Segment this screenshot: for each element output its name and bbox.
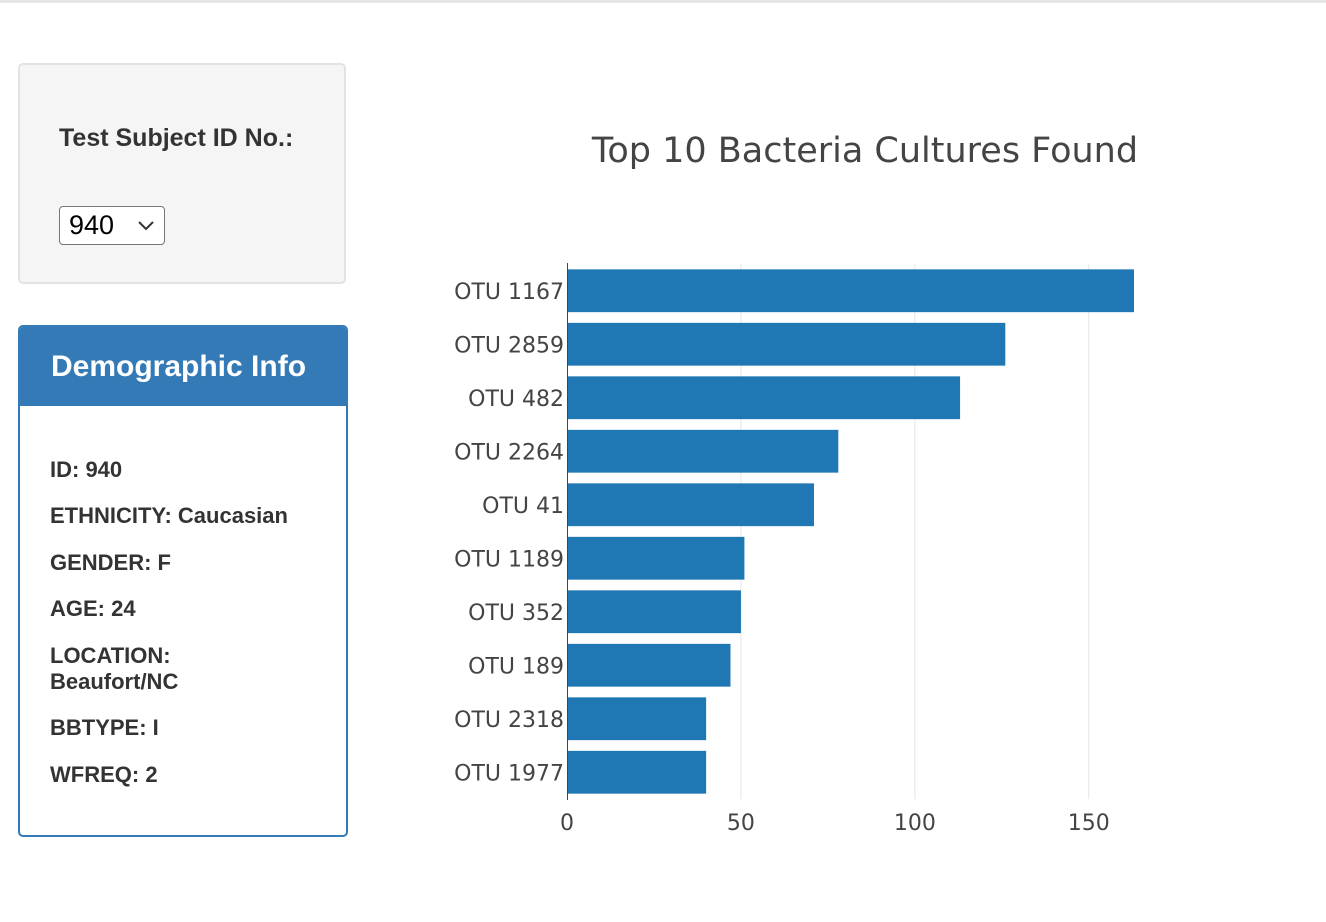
chevron-down-icon [138,221,154,231]
demographic-location: LOCATION: Beaufort/NC [50,643,179,694]
y-tick-label: OTU 189 [468,654,564,679]
y-tick-label: OTU 41 [482,494,564,519]
bar[interactable] [567,269,1134,313]
demographic-gender: GENDER: F [50,550,171,575]
y-tick-label: OTU 1167 [454,280,564,305]
x-tick-label: 0 [560,811,574,836]
y-tick-label: OTU 2859 [454,333,564,358]
demographic-ethnicity: ETHNICITY: Caucasian [50,503,288,528]
bar[interactable] [567,590,741,634]
x-tick-label: 100 [894,811,936,836]
y-tick-label: OTU 2264 [454,440,564,465]
panel-title: Demographic Info [20,327,346,406]
y-tick-label: OTU 2318 [454,708,564,733]
demographic-age: AGE: 24 [50,596,136,621]
selector-label: Test Subject ID No.: [59,124,294,152]
y-tick-label: OTU 1977 [454,761,564,786]
bar[interactable] [567,643,731,687]
top-border [0,0,1326,3]
chart-title: Top 10 Bacteria Cultures Found [591,131,1138,171]
bar[interactable] [567,536,745,580]
y-tick-label: OTU 482 [468,387,564,412]
bar[interactable] [567,750,707,794]
demographic-id: ID: 940 [50,457,123,482]
y-tick-label: OTU 1189 [454,547,564,572]
subject-id-select[interactable]: 940 [59,206,165,245]
x-tick-label: 50 [727,811,755,836]
bar[interactable] [567,429,839,473]
bar[interactable] [567,483,814,527]
x-tick-label: 150 [1068,811,1110,836]
subject-selector-panel: Test Subject ID No.: 940 [18,63,346,284]
y-tick-label: OTU 352 [468,601,564,626]
demographic-bbtype: BBTYPE: I [50,715,159,740]
bar[interactable] [567,376,961,420]
selected-subject-id: 940 [69,210,115,240]
bar[interactable] [567,697,707,741]
demographic-wfreq: WFREQ: 2 [50,762,158,787]
demographic-info-panel: Demographic Info ID: 940 ETHNICITY: Cauc… [18,325,348,837]
bar[interactable] [567,322,1006,366]
